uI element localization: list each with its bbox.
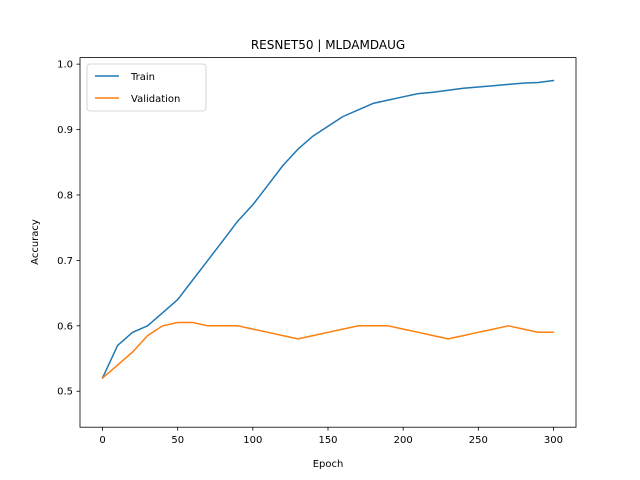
x-axis: 0 50 100 150 200 250 300 bbox=[99, 427, 563, 446]
y-tick-label: 1.0 bbox=[57, 60, 73, 71]
x-tick-label: 150 bbox=[318, 435, 337, 446]
x-tick-label: 100 bbox=[243, 435, 262, 446]
y-axis: 0.5 0.6 0.7 0.8 0.9 1.0 bbox=[57, 60, 80, 398]
x-tick-label: 250 bbox=[469, 435, 488, 446]
y-tick-label: 0.7 bbox=[57, 256, 73, 267]
y-tick-label: 0.9 bbox=[57, 125, 73, 136]
x-tick-label: 300 bbox=[544, 435, 563, 446]
plot-area bbox=[101, 79, 555, 379]
legend-label-validation: Validation bbox=[131, 94, 180, 105]
y-tick-label: 0.6 bbox=[57, 321, 73, 332]
y-axis-label: Accuracy bbox=[30, 219, 41, 265]
x-tick-label: 50 bbox=[171, 435, 184, 446]
y-tick-label: 0.8 bbox=[57, 190, 73, 201]
series-line-train bbox=[101, 79, 555, 379]
chart-title: RESNET50 | MLDAMDAUG bbox=[251, 38, 405, 52]
y-tick-label: 0.5 bbox=[57, 387, 73, 398]
x-axis-label: Epoch bbox=[313, 459, 344, 470]
x-tick-label: 0 bbox=[99, 435, 105, 446]
legend: Train Validation bbox=[86, 63, 207, 112]
legend-label-train: Train bbox=[130, 72, 155, 83]
x-tick-label: 200 bbox=[394, 435, 413, 446]
series-line-validation bbox=[101, 321, 555, 379]
